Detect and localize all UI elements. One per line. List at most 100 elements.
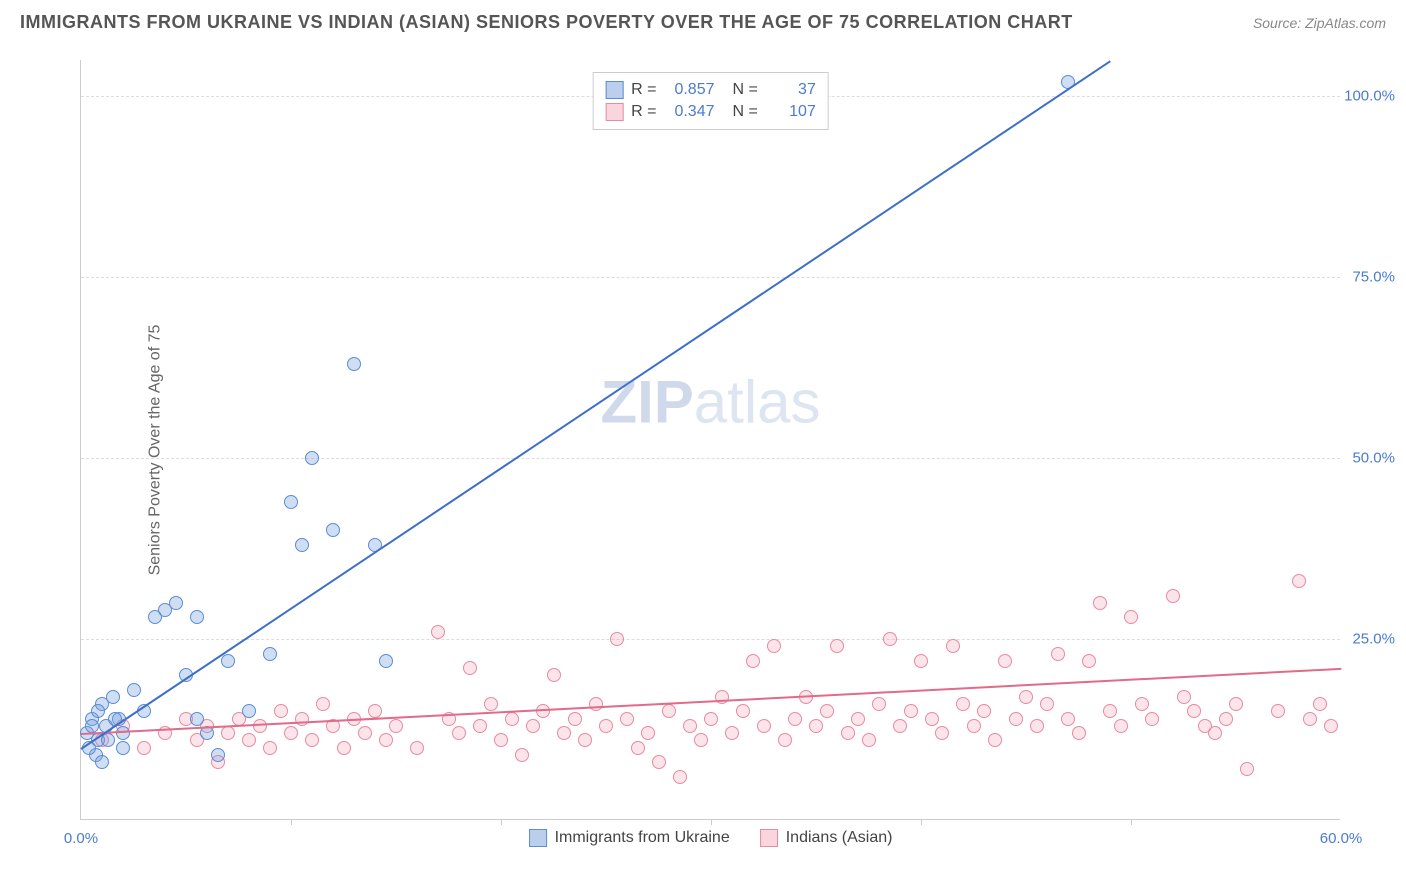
data-point: [1145, 712, 1159, 726]
data-point: [389, 719, 403, 733]
data-point: [547, 668, 561, 682]
data-point: [631, 741, 645, 755]
data-point: [673, 770, 687, 784]
data-point: [326, 523, 340, 537]
chart-container: Seniors Poverty Over the Age of 75 ZIPat…: [60, 50, 1390, 850]
data-point: [484, 697, 498, 711]
data-point: [284, 726, 298, 740]
data-point: [1051, 647, 1065, 661]
data-point: [967, 719, 981, 733]
y-tick-label: 25.0%: [1352, 631, 1395, 648]
plot-area: ZIPatlas R =0.857N =37R =0.347N =107 Imm…: [80, 60, 1340, 820]
data-point: [242, 704, 256, 718]
data-point: [641, 726, 655, 740]
data-point: [347, 357, 361, 371]
series-name: Immigrants from Ukraine: [555, 829, 730, 847]
data-point: [263, 647, 277, 661]
data-point: [925, 712, 939, 726]
data-point: [1303, 712, 1317, 726]
data-point: [988, 733, 1002, 747]
data-point: [599, 719, 613, 733]
data-point: [95, 755, 109, 769]
data-point: [1219, 712, 1233, 726]
data-point: [85, 719, 99, 733]
legend-swatch: [529, 829, 547, 847]
data-point: [1093, 596, 1107, 610]
series-legend-item: Immigrants from Ukraine: [529, 829, 730, 847]
data-point: [1313, 697, 1327, 711]
r-label: R =: [631, 103, 656, 121]
data-point: [893, 719, 907, 733]
n-value: 37: [766, 81, 816, 99]
data-point: [977, 704, 991, 718]
correlation-legend: R =0.857N =37R =0.347N =107: [592, 72, 829, 130]
data-point: [662, 704, 676, 718]
x-tick-label: 0.0%: [64, 830, 98, 847]
source-attribution: Source: ZipAtlas.com: [1253, 15, 1386, 31]
data-point: [106, 690, 120, 704]
data-point: [274, 704, 288, 718]
data-point: [746, 654, 760, 668]
data-point: [116, 726, 130, 740]
data-point: [862, 733, 876, 747]
data-point: [211, 748, 225, 762]
data-point: [757, 719, 771, 733]
data-point: [358, 726, 372, 740]
x-tick-mark: [921, 819, 922, 825]
data-point: [610, 632, 624, 646]
data-point: [242, 733, 256, 747]
data-point: [1271, 704, 1285, 718]
gridline: [81, 458, 1340, 459]
data-point: [725, 726, 739, 740]
legend-swatch: [605, 103, 623, 121]
legend-row: R =0.857N =37: [605, 79, 816, 101]
data-point: [1114, 719, 1128, 733]
data-point: [872, 697, 886, 711]
data-point: [820, 704, 834, 718]
data-point: [589, 697, 603, 711]
chart-title: IMMIGRANTS FROM UKRAINE VS INDIAN (ASIAN…: [20, 12, 1073, 33]
data-point: [1103, 704, 1117, 718]
data-point: [1019, 690, 1033, 704]
data-point: [568, 712, 582, 726]
data-point: [263, 741, 277, 755]
data-point: [914, 654, 928, 668]
data-point: [431, 625, 445, 639]
data-point: [1324, 719, 1338, 733]
data-point: [379, 654, 393, 668]
data-point: [1061, 712, 1075, 726]
data-point: [620, 712, 634, 726]
gridline: [81, 277, 1340, 278]
data-point: [1082, 654, 1096, 668]
data-point: [1292, 574, 1306, 588]
x-tick-mark: [1131, 819, 1132, 825]
data-point: [91, 704, 105, 718]
data-point: [778, 733, 792, 747]
data-point: [1208, 726, 1222, 740]
x-tick-mark: [291, 819, 292, 825]
series-legend: Immigrants from UkraineIndians (Asian): [529, 829, 893, 847]
data-point: [683, 719, 697, 733]
data-point: [652, 755, 666, 769]
data-point: [736, 704, 750, 718]
data-point: [284, 495, 298, 509]
data-point: [368, 704, 382, 718]
r-label: R =: [631, 81, 656, 99]
data-point: [841, 726, 855, 740]
gridline: [81, 639, 1340, 640]
data-point: [830, 639, 844, 653]
legend-swatch: [605, 81, 623, 99]
data-point: [1030, 719, 1044, 733]
x-tick-label: 60.0%: [1320, 830, 1363, 847]
data-point: [1240, 762, 1254, 776]
data-point: [1166, 589, 1180, 603]
data-point: [169, 596, 183, 610]
data-point: [190, 610, 204, 624]
data-point: [767, 639, 781, 653]
data-point: [704, 712, 718, 726]
y-tick-label: 75.0%: [1352, 269, 1395, 286]
r-value: 0.347: [665, 103, 715, 121]
chart-header: IMMIGRANTS FROM UKRAINE VS INDIAN (ASIAN…: [0, 0, 1406, 41]
n-value: 107: [766, 103, 816, 121]
data-point: [1187, 704, 1201, 718]
